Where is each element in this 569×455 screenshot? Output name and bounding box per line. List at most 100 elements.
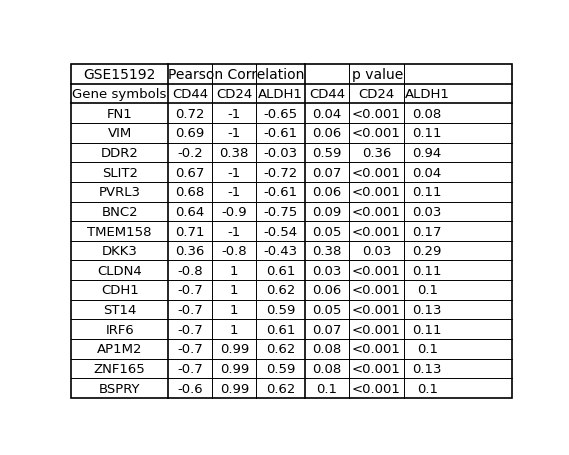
Text: 1: 1 xyxy=(230,284,238,297)
Text: 0.08: 0.08 xyxy=(312,343,341,355)
Text: 0.99: 0.99 xyxy=(220,362,249,375)
Text: PVRL3: PVRL3 xyxy=(98,186,141,199)
Text: SLIT2: SLIT2 xyxy=(102,167,138,179)
Text: -0.7: -0.7 xyxy=(178,343,203,355)
Text: 0.99: 0.99 xyxy=(220,382,249,394)
Text: -0.72: -0.72 xyxy=(263,167,298,179)
Text: 0.36: 0.36 xyxy=(175,245,205,258)
Text: VIM: VIM xyxy=(108,127,132,140)
Text: <0.001: <0.001 xyxy=(352,362,401,375)
Text: <0.001: <0.001 xyxy=(352,382,401,394)
Text: 0.71: 0.71 xyxy=(175,225,205,238)
Text: 0.1: 0.1 xyxy=(417,343,438,355)
Text: 0.11: 0.11 xyxy=(413,186,442,199)
Text: ALDH1: ALDH1 xyxy=(405,88,450,101)
Text: Pearson Correlation: Pearson Correlation xyxy=(168,68,304,82)
Text: -0.7: -0.7 xyxy=(178,303,203,316)
Text: 0.59: 0.59 xyxy=(266,303,295,316)
Text: <0.001: <0.001 xyxy=(352,323,401,336)
Text: 0.38: 0.38 xyxy=(220,147,249,160)
Text: CLDN4: CLDN4 xyxy=(97,264,142,277)
Text: CD24: CD24 xyxy=(358,88,395,101)
Text: <0.001: <0.001 xyxy=(352,127,401,140)
Text: -1: -1 xyxy=(228,186,241,199)
Text: 0.03: 0.03 xyxy=(312,264,341,277)
Text: 0.38: 0.38 xyxy=(312,245,341,258)
Text: 0.62: 0.62 xyxy=(266,284,295,297)
Text: -0.61: -0.61 xyxy=(263,127,298,140)
Text: <0.001: <0.001 xyxy=(352,303,401,316)
Text: -1: -1 xyxy=(228,167,241,179)
Text: 0.64: 0.64 xyxy=(176,206,205,218)
Text: <0.001: <0.001 xyxy=(352,107,401,121)
Text: 0.67: 0.67 xyxy=(175,167,205,179)
Text: 0.17: 0.17 xyxy=(413,225,442,238)
Text: 0.61: 0.61 xyxy=(266,264,295,277)
Text: 0.94: 0.94 xyxy=(413,147,442,160)
Text: -0.8: -0.8 xyxy=(221,245,247,258)
Text: -0.6: -0.6 xyxy=(178,382,203,394)
Text: 0.07: 0.07 xyxy=(312,323,341,336)
Text: 0.04: 0.04 xyxy=(413,167,442,179)
Text: 0.36: 0.36 xyxy=(362,147,391,160)
Text: 0.1: 0.1 xyxy=(316,382,337,394)
Text: 1: 1 xyxy=(230,264,238,277)
Text: -0.2: -0.2 xyxy=(178,147,203,160)
Text: 0.04: 0.04 xyxy=(312,107,341,121)
Text: 0.72: 0.72 xyxy=(175,107,205,121)
Text: -1: -1 xyxy=(228,225,241,238)
Text: p value: p value xyxy=(352,68,403,82)
Text: 0.05: 0.05 xyxy=(312,303,341,316)
Text: 0.68: 0.68 xyxy=(176,186,205,199)
Text: 0.11: 0.11 xyxy=(413,127,442,140)
Text: -0.54: -0.54 xyxy=(263,225,298,238)
Text: 0.06: 0.06 xyxy=(312,284,341,297)
Text: -0.65: -0.65 xyxy=(263,107,298,121)
Text: 0.08: 0.08 xyxy=(312,362,341,375)
Text: 0.13: 0.13 xyxy=(413,362,442,375)
Text: 0.09: 0.09 xyxy=(312,206,341,218)
Text: 1: 1 xyxy=(230,303,238,316)
Text: 0.62: 0.62 xyxy=(266,343,295,355)
Text: BSPRY: BSPRY xyxy=(99,382,141,394)
Text: -0.03: -0.03 xyxy=(263,147,298,160)
Text: <0.001: <0.001 xyxy=(352,343,401,355)
Text: TMEM158: TMEM158 xyxy=(88,225,152,238)
Text: 0.61: 0.61 xyxy=(266,323,295,336)
Text: 1: 1 xyxy=(230,323,238,336)
Text: <0.001: <0.001 xyxy=(352,284,401,297)
Text: -0.61: -0.61 xyxy=(263,186,298,199)
Text: 0.11: 0.11 xyxy=(413,264,442,277)
Text: ST14: ST14 xyxy=(103,303,137,316)
Text: DKK3: DKK3 xyxy=(102,245,138,258)
Text: <0.001: <0.001 xyxy=(352,206,401,218)
Text: 0.08: 0.08 xyxy=(413,107,442,121)
Text: -1: -1 xyxy=(228,107,241,121)
Text: -0.9: -0.9 xyxy=(221,206,247,218)
Text: -0.7: -0.7 xyxy=(178,323,203,336)
Text: CD24: CD24 xyxy=(216,88,253,101)
Text: -1: -1 xyxy=(228,127,241,140)
Text: ZNF165: ZNF165 xyxy=(94,362,146,375)
Text: CD44: CD44 xyxy=(309,88,345,101)
Text: 0.69: 0.69 xyxy=(176,127,205,140)
Text: 0.07: 0.07 xyxy=(312,167,341,179)
Text: -0.43: -0.43 xyxy=(263,245,298,258)
Text: 0.11: 0.11 xyxy=(413,323,442,336)
Text: -0.7: -0.7 xyxy=(178,362,203,375)
Text: 0.03: 0.03 xyxy=(362,245,391,258)
Text: 0.13: 0.13 xyxy=(413,303,442,316)
Text: 0.06: 0.06 xyxy=(312,127,341,140)
Text: 0.29: 0.29 xyxy=(413,245,442,258)
Text: AP1M2: AP1M2 xyxy=(97,343,142,355)
Text: <0.001: <0.001 xyxy=(352,225,401,238)
Text: 0.99: 0.99 xyxy=(220,343,249,355)
Text: <0.001: <0.001 xyxy=(352,264,401,277)
Text: -0.75: -0.75 xyxy=(263,206,298,218)
Text: <0.001: <0.001 xyxy=(352,186,401,199)
Text: -0.8: -0.8 xyxy=(178,264,203,277)
Text: <0.001: <0.001 xyxy=(352,167,401,179)
Text: Gene symbols: Gene symbols xyxy=(72,88,167,101)
Text: FN1: FN1 xyxy=(107,107,133,121)
Text: 0.1: 0.1 xyxy=(417,284,438,297)
